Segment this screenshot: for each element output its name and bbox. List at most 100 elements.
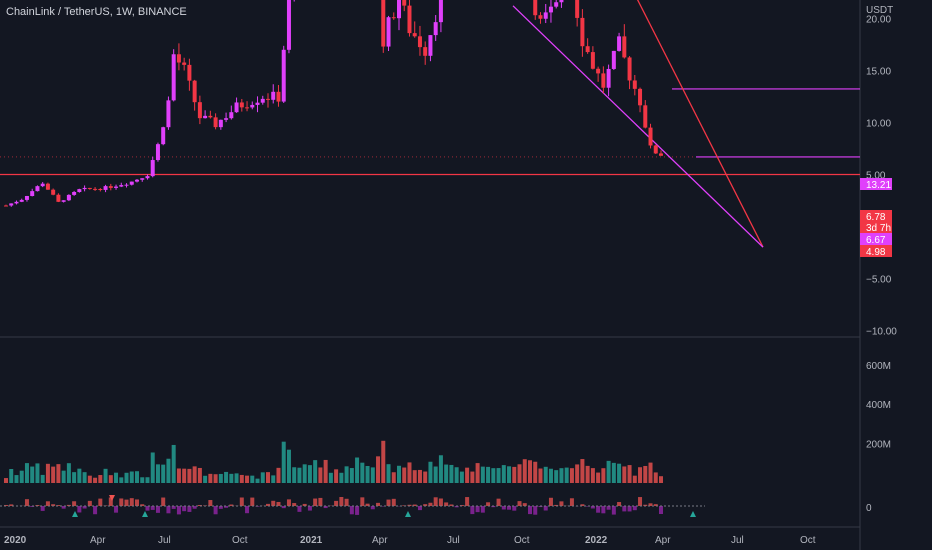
oscillator-bar — [171, 506, 176, 509]
volume-bar — [402, 467, 407, 483]
volume-tick-label: 600M — [866, 361, 891, 372]
oscillator-bar — [344, 498, 349, 506]
candle-body — [281, 49, 286, 102]
volume-bar — [381, 440, 386, 483]
candle-body — [108, 186, 113, 188]
oscillator-bar — [653, 504, 658, 506]
oscillator-bar — [522, 503, 527, 506]
oscillator-bar — [360, 497, 365, 506]
volume-bar — [370, 467, 375, 483]
candle-body — [19, 199, 24, 202]
oscillator-bar — [444, 502, 449, 506]
oscillator-bar — [339, 497, 344, 506]
oscillator-bar — [161, 497, 166, 506]
volume-bar — [61, 470, 66, 483]
volume-bar — [365, 466, 370, 483]
oscillator-bar — [66, 504, 71, 506]
price-tag-label: 6.78 — [866, 212, 886, 223]
candle-body — [543, 12, 548, 19]
candle-body — [391, 17, 396, 19]
candle-body — [171, 54, 176, 101]
candle-body — [203, 115, 208, 119]
volume-bar — [543, 466, 548, 483]
volume-bar — [245, 475, 250, 483]
price-tag-label: 4.98 — [866, 247, 886, 258]
currency-label: USDT — [866, 5, 893, 16]
oscillator-bar — [417, 506, 422, 511]
volume-bar — [197, 467, 202, 483]
oscillator-bar — [224, 506, 229, 508]
oscillator-bar — [638, 497, 643, 506]
oscillator-bar — [176, 506, 181, 515]
volume-bar — [271, 475, 276, 483]
oscillator-bar — [166, 506, 171, 514]
volume-bar — [108, 475, 113, 483]
oscillator-bar — [580, 504, 585, 506]
volume-bar — [491, 468, 496, 483]
volume-bar — [659, 476, 663, 483]
oscillator-bar — [72, 501, 77, 506]
volume-bar — [266, 472, 270, 483]
candle-body — [129, 181, 134, 185]
candle-body — [30, 191, 35, 197]
volume-bar — [286, 449, 291, 483]
candle-body — [533, 0, 538, 16]
candle-body — [606, 68, 611, 88]
signal-marker — [72, 511, 78, 517]
time-tick-label: Apr — [90, 535, 106, 546]
oscillator-bar — [150, 506, 155, 510]
candle-body — [224, 118, 229, 120]
volume-bar — [617, 463, 622, 483]
time-tick-label: 2020 — [4, 535, 27, 546]
candle-body — [643, 105, 648, 128]
candle-body — [255, 102, 260, 105]
time-tick-label: Jul — [158, 535, 171, 546]
candle-body — [114, 186, 119, 188]
price-tag — [860, 245, 892, 257]
volume-bar — [554, 470, 559, 483]
oscillator-bar — [569, 498, 574, 506]
volume-bar — [129, 471, 134, 483]
candle-body — [412, 33, 417, 37]
volume-bar — [45, 463, 50, 483]
volume-bar — [643, 465, 648, 483]
volume-bar — [255, 478, 260, 483]
candle-body — [266, 98, 270, 100]
candle-body — [386, 17, 391, 47]
volume-bar — [98, 475, 103, 483]
oscillator-bar — [496, 498, 501, 506]
signal-marker — [142, 511, 148, 517]
volume-bar — [349, 468, 354, 483]
candle-body — [103, 186, 108, 190]
oscillator-bar — [632, 506, 637, 511]
volume-bar — [281, 441, 286, 483]
candle-body — [596, 68, 601, 74]
candle-body — [213, 117, 218, 128]
volume-bar — [569, 468, 574, 483]
volume-bar — [82, 472, 87, 483]
volume-bar — [171, 444, 176, 483]
volume-bar — [161, 464, 166, 483]
volume-bar — [627, 465, 632, 483]
oscillator-bar — [334, 500, 339, 506]
oscillator-bar — [208, 500, 213, 506]
candle-body — [402, 0, 407, 6]
candle-body — [192, 80, 197, 103]
volume-bar — [653, 472, 658, 483]
price-tag-label: 13.21 — [866, 180, 891, 191]
price-tick-label: 10.00 — [866, 118, 891, 129]
volume-bar — [140, 477, 145, 483]
oscillator-bar — [507, 506, 512, 510]
volume-bar — [229, 473, 234, 483]
price-tag — [860, 178, 892, 190]
volume-bar — [87, 475, 92, 483]
candle-body — [632, 80, 637, 89]
oscillator-bar — [124, 499, 129, 506]
volume-bar — [465, 467, 470, 483]
volume-bar — [150, 452, 155, 483]
candle-body — [87, 187, 92, 189]
candle-body — [124, 184, 129, 186]
volume-bar — [397, 465, 401, 483]
oscillator-bar — [9, 504, 14, 506]
